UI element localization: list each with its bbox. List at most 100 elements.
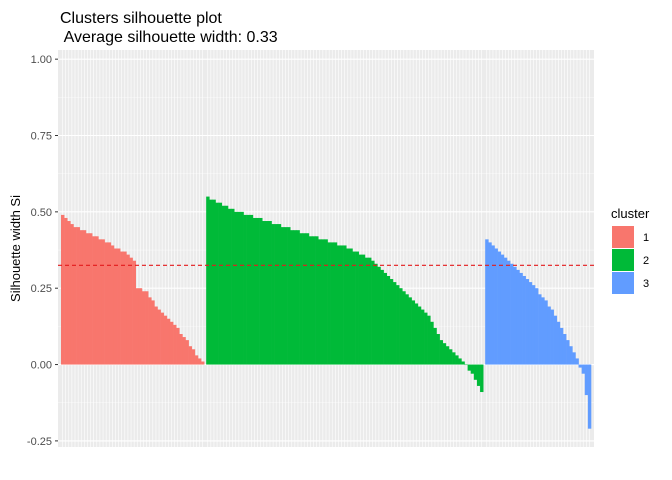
silhouette-bar-cluster-2 <box>389 279 394 365</box>
silhouette-bar-cluster-1 <box>182 337 186 365</box>
silhouette-bar-cluster-2 <box>280 227 285 365</box>
silhouette-bar-cluster-2 <box>386 275 391 365</box>
silhouette-bar-cluster-3 <box>541 297 545 365</box>
silhouette-bar-cluster-3 <box>553 315 558 365</box>
silhouette-bar-cluster-1 <box>117 248 121 365</box>
silhouette-bar-cluster-3 <box>581 364 586 374</box>
silhouette-bar-cluster-2 <box>445 346 450 365</box>
silhouette-bar-cluster-3 <box>547 306 551 365</box>
silhouette-bar-cluster-3 <box>559 327 564 365</box>
silhouette-bar-cluster-2 <box>252 217 257 365</box>
silhouette-bar-cluster-1 <box>113 248 118 365</box>
silhouette-bar-cluster-1 <box>145 291 149 365</box>
silhouette-bar-cluster-1 <box>185 340 189 365</box>
silhouette-bar-cluster-2 <box>461 361 465 365</box>
silhouette-bar-cluster-1 <box>188 346 193 365</box>
silhouette-bar-cluster-2 <box>452 352 456 365</box>
silhouette-bar-cluster-1 <box>154 306 158 365</box>
silhouette-bar-cluster-2 <box>448 349 453 365</box>
silhouette-bar-cluster-2 <box>277 224 282 365</box>
y-axis-title: Silhouette width Si <box>8 195 23 302</box>
silhouette-bar-cluster-2 <box>290 230 294 365</box>
silhouette-bar-cluster-3 <box>584 364 589 396</box>
silhouette-bar-cluster-1 <box>76 227 80 365</box>
silhouette-bar-cluster-2 <box>371 260 375 365</box>
y-tick-label: -0.25 <box>27 436 52 448</box>
silhouette-bar-cluster-2 <box>206 196 210 365</box>
silhouette-bar-cluster-2 <box>234 211 238 365</box>
silhouette-bar-cluster-2 <box>433 327 437 365</box>
silhouette-bar-cluster-3 <box>510 263 514 365</box>
legend-items: 1 2 3 <box>612 226 649 294</box>
silhouette-bar-cluster-1 <box>64 217 68 365</box>
silhouette-bar-cluster-1 <box>176 327 180 365</box>
y-tick-label: 0.00 <box>31 360 52 372</box>
silhouette-bar-cluster-3 <box>562 334 567 365</box>
silhouette-bar-cluster-2 <box>414 303 419 365</box>
silhouette-bar-cluster-2 <box>293 230 297 365</box>
silhouette-bar-cluster-1 <box>191 349 196 365</box>
silhouette-bar-cluster-2 <box>399 288 403 365</box>
silhouette-bar-cluster-1 <box>157 309 161 365</box>
silhouette-bar-cluster-2 <box>455 355 459 365</box>
silhouette-bar-cluster-2 <box>405 294 409 365</box>
silhouette-bar-cluster-2 <box>368 257 372 365</box>
legend: cluster 1 2 3 <box>611 206 650 294</box>
silhouette-bar-cluster-2 <box>324 239 328 365</box>
silhouette-bar-cluster-2 <box>343 245 347 365</box>
silhouette-bar-cluster-2 <box>262 221 266 365</box>
silhouette-bar-cluster-2 <box>430 321 434 365</box>
silhouette-bar-cluster-3 <box>500 254 505 365</box>
silhouette-bar-cluster-2 <box>380 269 384 365</box>
silhouette-bar-cluster-1 <box>98 239 102 365</box>
silhouette-bar-cluster-2 <box>283 227 288 365</box>
silhouette-bar-cluster-2 <box>349 248 353 365</box>
silhouette-bar-cluster-2 <box>327 242 331 365</box>
silhouette-bar-cluster-3 <box>513 266 517 365</box>
silhouette-bar-cluster-2 <box>255 217 260 365</box>
y-tick-label: 0.50 <box>31 207 52 219</box>
silhouette-bar-cluster-2 <box>411 300 416 365</box>
silhouette-bar-cluster-3 <box>516 269 520 365</box>
silhouette-bar-cluster-2 <box>287 227 291 365</box>
silhouette-bar-cluster-2 <box>336 245 341 365</box>
silhouette-bar-cluster-1 <box>92 236 96 365</box>
silhouette-bar-cluster-2 <box>218 202 223 365</box>
silhouette-bar-cluster-2 <box>305 233 310 365</box>
silhouette-bar-cluster-1 <box>120 251 124 365</box>
silhouette-bar-cluster-1 <box>82 230 87 365</box>
silhouette-bar-cluster-3 <box>538 294 542 365</box>
silhouette-bar-cluster-2 <box>424 312 428 365</box>
y-tick-label: 0.75 <box>31 131 52 143</box>
silhouette-bar-cluster-2 <box>480 364 484 393</box>
silhouette-bar-cluster-2 <box>352 251 356 365</box>
silhouette-bar-cluster-2 <box>237 211 241 365</box>
silhouette-bar-cluster-1 <box>85 233 90 365</box>
silhouette-bar-cluster-3 <box>494 248 498 365</box>
legend-label-cluster-3: 3 <box>643 278 649 290</box>
chart-title: Clusters silhouette plot <box>60 10 222 27</box>
silhouette-bar-cluster-2 <box>340 245 344 365</box>
silhouette-bar-cluster-2 <box>259 217 263 365</box>
silhouette-bar-cluster-1 <box>141 291 146 365</box>
silhouette-bar-cluster-1 <box>110 245 115 365</box>
silhouette-bar-cluster-1 <box>101 239 105 365</box>
silhouette-bar-cluster-2 <box>442 343 447 365</box>
silhouette-bar-cluster-1 <box>132 260 136 365</box>
silhouette-bar-cluster-1 <box>70 224 74 365</box>
silhouette-bar-cluster-2 <box>396 285 400 365</box>
silhouette-bar-cluster-2 <box>467 364 472 371</box>
silhouette-bar-cluster-2 <box>231 208 235 365</box>
silhouette-bar-cluster-2 <box>392 282 397 365</box>
silhouette-bar-cluster-2 <box>377 266 381 365</box>
silhouette-bar-cluster-3 <box>506 260 511 365</box>
silhouette-bar-cluster-2 <box>346 248 350 365</box>
silhouette-bar-cluster-1 <box>73 227 77 365</box>
silhouette-bar-cluster-2 <box>427 315 431 365</box>
silhouette-bar-cluster-2 <box>308 236 313 365</box>
silhouette-bar-cluster-2 <box>470 364 475 374</box>
silhouette-bar-cluster-2 <box>221 205 226 365</box>
silhouette-bar-cluster-1 <box>197 358 202 365</box>
silhouette-bar-cluster-2 <box>321 239 325 365</box>
silhouette-bar-cluster-2 <box>476 364 481 386</box>
